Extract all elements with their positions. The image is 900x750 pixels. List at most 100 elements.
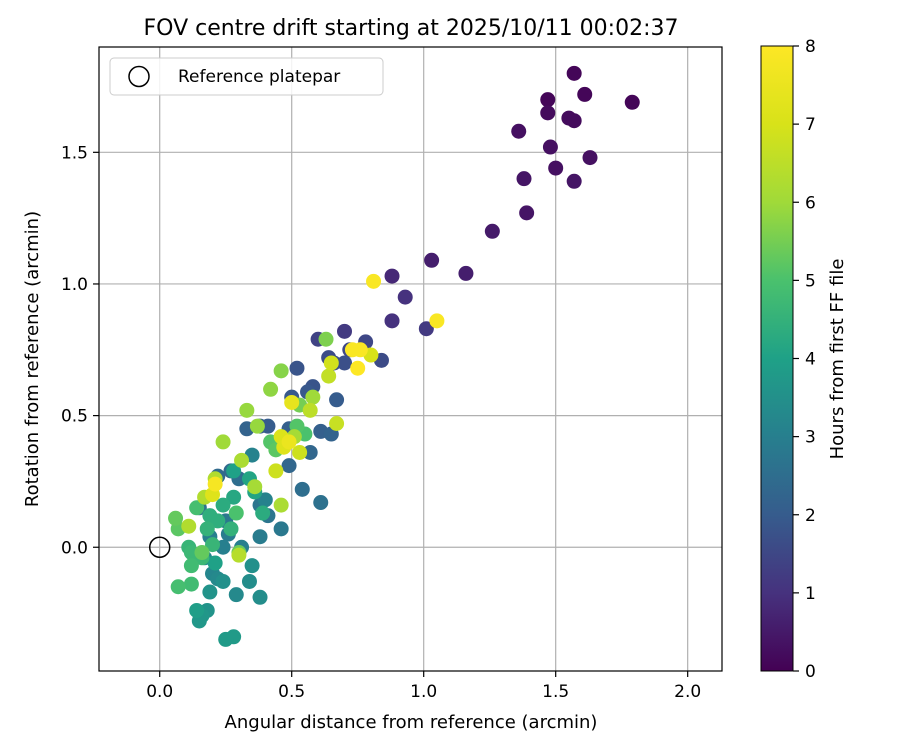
data-point	[384, 313, 400, 329]
data-point	[323, 355, 339, 371]
data-point	[566, 65, 582, 81]
data-point	[255, 505, 271, 521]
data-point	[566, 173, 582, 189]
data-point	[183, 576, 199, 592]
data-point	[226, 489, 242, 505]
data-point	[418, 321, 434, 337]
data-point	[302, 402, 318, 418]
data-point	[540, 92, 556, 108]
colorbar-tick-label: 4	[805, 350, 816, 370]
data-point	[548, 160, 564, 176]
reference-point	[148, 536, 171, 559]
data-point	[384, 268, 400, 284]
data-point	[183, 558, 199, 574]
data-point	[424, 252, 440, 268]
data-point	[226, 463, 242, 479]
x-axis-ticks: 0.0 0.5 1.0 1.5 2.0	[146, 671, 701, 702]
data-point	[268, 463, 284, 479]
data-point	[207, 476, 223, 492]
data-point	[337, 323, 353, 339]
data-point	[302, 444, 318, 460]
data-point	[352, 342, 368, 358]
data-point	[252, 529, 268, 545]
data-point	[263, 381, 279, 397]
x-tick-label: 0.0	[146, 682, 173, 702]
data-point	[350, 360, 366, 376]
data-point	[366, 273, 382, 289]
chart-title: FOV centre drift starting at 2025/10/11 …	[144, 16, 679, 41]
data-point	[337, 355, 353, 371]
x-tick-label: 1.0	[410, 682, 437, 702]
data-point	[228, 505, 244, 521]
data-point	[318, 331, 334, 347]
data-point	[244, 558, 260, 574]
legend: Reference platepar	[109, 57, 384, 96]
data-point	[257, 492, 273, 508]
data-point	[247, 479, 263, 495]
colorbar-label: Hours from first FF file	[827, 259, 848, 460]
colorbar-tick-label: 6	[805, 193, 816, 213]
data-point	[215, 573, 231, 589]
data-point	[281, 434, 297, 450]
data-point	[292, 444, 308, 460]
colorbar-tick-label: 5	[805, 271, 816, 291]
data-point	[397, 289, 413, 305]
data-point	[294, 481, 310, 497]
data-point	[273, 521, 289, 537]
data-point	[313, 494, 329, 510]
legend-entry-reference: Reference platepar	[178, 67, 340, 87]
data-point	[223, 521, 239, 537]
data-point	[210, 513, 226, 529]
data-point	[540, 105, 556, 121]
data-point	[329, 416, 345, 432]
data-point	[321, 368, 337, 384]
data-point	[170, 579, 186, 595]
plot-frame	[98, 46, 723, 672]
data-point	[194, 545, 210, 561]
data-point	[231, 547, 247, 563]
reference-marker	[148, 536, 171, 559]
data-point	[624, 94, 640, 110]
data-point	[234, 452, 250, 468]
legend-box	[109, 57, 384, 96]
x-tick-label: 2.0	[674, 682, 701, 702]
data-point	[189, 500, 205, 516]
data-point	[249, 418, 265, 434]
colorbar-tick-label: 0	[805, 662, 816, 682]
data-point	[252, 589, 268, 605]
data-point	[273, 363, 289, 379]
colorbar-tick-label: 8	[805, 37, 816, 57]
y-tick-label: 1.0	[61, 275, 88, 295]
data-point	[273, 497, 289, 513]
colorbar-tick-label: 7	[805, 115, 816, 135]
data-point	[181, 518, 197, 534]
data-point	[511, 123, 527, 139]
y-tick-label: 0.5	[61, 407, 88, 427]
y-tick-label: 1.5	[61, 143, 88, 163]
data-point	[228, 587, 244, 603]
data-point	[205, 537, 221, 553]
colorbar-ticks: 0 1 2 3 4 5 6 7 8	[793, 37, 816, 682]
colorbar-tick-label: 1	[805, 584, 816, 604]
data-point	[516, 171, 532, 187]
data-point	[218, 631, 234, 647]
data-point	[305, 389, 321, 405]
data-point	[207, 555, 223, 571]
data-point	[168, 510, 184, 526]
data-point	[519, 205, 535, 221]
y-axis-title: Rotation from reference (arcmin)	[22, 211, 43, 507]
x-tick-label: 1.5	[542, 682, 569, 702]
data-point	[215, 497, 231, 513]
data-point	[429, 313, 445, 329]
data-point	[582, 150, 598, 166]
data-point	[284, 394, 300, 410]
x-tick-label: 0.5	[278, 682, 305, 702]
data-point	[215, 434, 231, 450]
data-point	[289, 360, 305, 376]
data-point	[241, 573, 257, 589]
data-point	[281, 458, 297, 474]
data-point	[202, 584, 218, 600]
data-points	[168, 65, 640, 647]
data-point	[566, 113, 582, 129]
